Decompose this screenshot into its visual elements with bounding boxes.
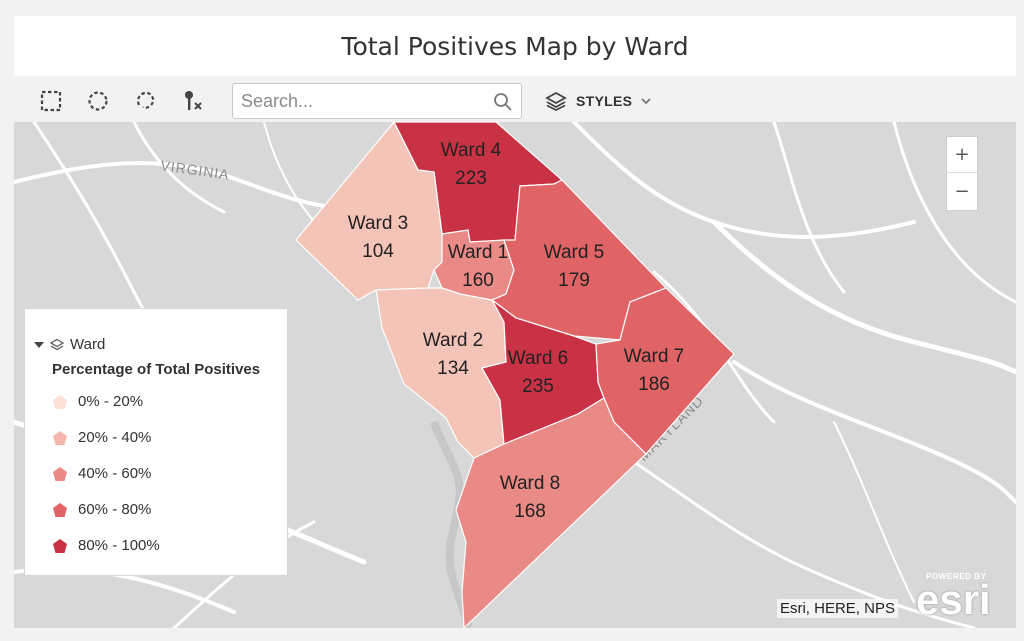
map-attribution[interactable]: Esri, HERE, NPS [776, 599, 898, 618]
legend-item-label: 60% - 80% [78, 501, 152, 518]
zoom-control: + − [946, 136, 978, 211]
circle-select-icon[interactable] [85, 88, 111, 114]
ward-2-value: 134 [437, 358, 469, 379]
zoom-out-button[interactable]: − [954, 180, 970, 202]
zoom-in-button[interactable]: + [947, 137, 977, 173]
ward-3-value: 104 [362, 241, 394, 262]
magnifier-icon[interactable] [493, 92, 513, 112]
legend-layer-name: Ward [70, 336, 106, 353]
caret-down-icon [34, 341, 44, 348]
legend-title: Percentage of Total Positives [52, 361, 261, 378]
lasso-select-icon[interactable] [132, 88, 158, 114]
legend-swatch-icon [53, 394, 67, 409]
ward-polygons [295, 122, 735, 628]
page-title: Total Positives Map by Ward [341, 31, 689, 61]
ward-2-name: Ward 2 [423, 330, 484, 351]
legend-item: 80% - 100% [52, 537, 160, 554]
esri-logo[interactable]: POWERED BY esri [916, 572, 1006, 622]
ward-labels: Ward 4 223 Ward 3 104 Ward 1 160 Ward 5 … [348, 140, 685, 522]
ward-8-polygon[interactable] [455, 397, 647, 628]
styles-label: STYLES [576, 93, 633, 109]
legend-swatch-icon [53, 538, 67, 553]
ward-1-name: Ward 1 [448, 242, 509, 263]
legend-item: 20% - 40% [52, 429, 151, 446]
legend-item-label: 0% - 20% [78, 393, 144, 410]
layers-icon [50, 338, 64, 350]
ward-8-value: 168 [514, 501, 546, 522]
legend-swatch-icon [53, 430, 67, 445]
ward-7-polygon[interactable] [595, 287, 735, 455]
legend-item: 0% - 20% [52, 393, 143, 410]
clear-selection-icon[interactable] [180, 88, 206, 114]
powered-by-label: POWERED BY [926, 572, 987, 581]
ward-6-name: Ward 6 [508, 348, 569, 369]
ward-7-value: 186 [638, 374, 670, 395]
ward-7-name: Ward 7 [624, 346, 685, 367]
legend-swatch-icon [53, 502, 67, 517]
ward-4-name: Ward 4 [441, 140, 502, 161]
layers-icon [545, 91, 567, 112]
title-bar: Total Positives Map by Ward [14, 16, 1016, 76]
esri-wordmark: esri [916, 576, 991, 623]
legend-item-label: 40% - 60% [78, 465, 152, 482]
legend-item-label: 20% - 40% [78, 429, 152, 446]
chevron-down-icon [641, 98, 651, 105]
legend-layer-toggle[interactable]: Ward [34, 336, 105, 353]
styles-button[interactable]: STYLES [544, 88, 652, 114]
map-view[interactable]: VIRGINIA MARYLAND Ward 4 223 Ward 3 104 … [14, 122, 1016, 628]
search-box [232, 83, 522, 119]
rectangle-select-icon[interactable] [38, 88, 64, 114]
map-toolbar: STYLES [14, 78, 1016, 122]
ward-1-value: 160 [462, 270, 494, 291]
legend-item: 60% - 80% [52, 501, 151, 518]
ward-3-name: Ward 3 [348, 213, 409, 234]
search-input[interactable] [241, 90, 481, 112]
ward-8-name: Ward 8 [500, 473, 561, 494]
ward-5-value: 179 [558, 270, 590, 291]
legend-item: 40% - 60% [52, 465, 151, 482]
ward-6-value: 235 [522, 376, 554, 397]
ward-5-name: Ward 5 [544, 242, 605, 263]
legend-panel: Ward Percentage of Total Positives 0% - … [24, 308, 288, 576]
legend-item-label: 80% - 100% [78, 537, 160, 554]
legend-swatch-icon [53, 466, 67, 481]
ward-4-value: 223 [455, 168, 487, 189]
